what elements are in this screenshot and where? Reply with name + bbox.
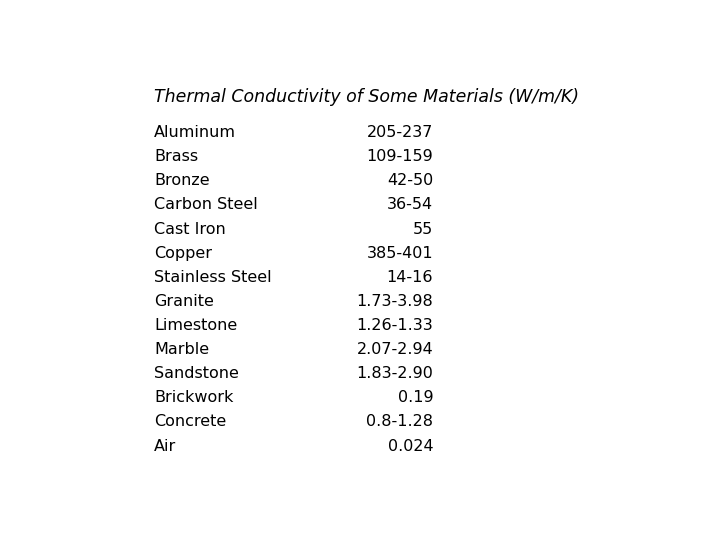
Text: 2.07-2.94: 2.07-2.94 <box>356 342 433 357</box>
Text: 385-401: 385-401 <box>366 246 433 261</box>
Text: Concrete: Concrete <box>154 415 226 429</box>
Text: Sandstone: Sandstone <box>154 366 239 381</box>
Text: Copper: Copper <box>154 246 212 261</box>
Text: Brass: Brass <box>154 149 198 164</box>
Text: Carbon Steel: Carbon Steel <box>154 198 258 212</box>
Text: Aluminum: Aluminum <box>154 125 236 140</box>
Text: 1.26-1.33: 1.26-1.33 <box>356 318 433 333</box>
Text: 0.19: 0.19 <box>397 390 433 406</box>
Text: Limestone: Limestone <box>154 318 238 333</box>
Text: Marble: Marble <box>154 342 210 357</box>
Text: 55: 55 <box>413 221 433 237</box>
Text: 0.024: 0.024 <box>387 438 433 454</box>
Text: Cast Iron: Cast Iron <box>154 221 226 237</box>
Text: 42-50: 42-50 <box>387 173 433 188</box>
Text: 1.83-2.90: 1.83-2.90 <box>356 366 433 381</box>
Text: Stainless Steel: Stainless Steel <box>154 270 271 285</box>
Text: Thermal Conductivity of Some Materials (W/m/K): Thermal Conductivity of Some Materials (… <box>154 87 579 106</box>
Text: Bronze: Bronze <box>154 173 210 188</box>
Text: Brickwork: Brickwork <box>154 390 233 406</box>
Text: 109-159: 109-159 <box>366 149 433 164</box>
Text: Granite: Granite <box>154 294 214 309</box>
Text: 0.8-1.28: 0.8-1.28 <box>366 415 433 429</box>
Text: 1.73-3.98: 1.73-3.98 <box>356 294 433 309</box>
Text: 205-237: 205-237 <box>366 125 433 140</box>
Text: 14-16: 14-16 <box>387 270 433 285</box>
Text: Air: Air <box>154 438 176 454</box>
Text: 36-54: 36-54 <box>387 198 433 212</box>
